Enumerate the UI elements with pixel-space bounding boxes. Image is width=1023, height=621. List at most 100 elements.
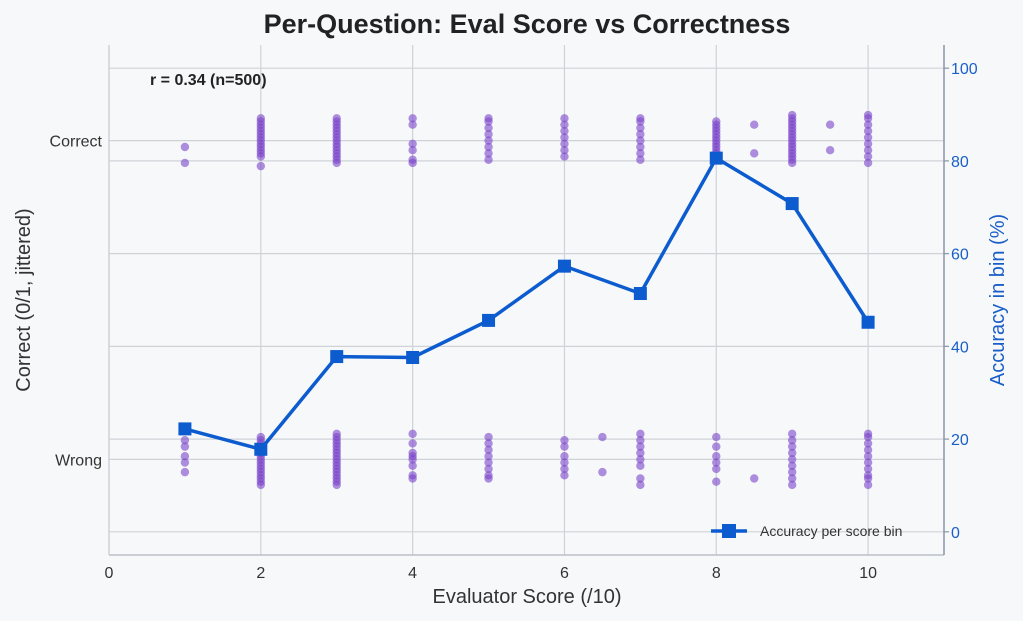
chart-title: Per-Question: Eval Score vs Correctness [264,9,791,39]
scatter-point [712,477,721,486]
scatter-point [636,461,645,470]
y2-tick-label: 0 [951,525,960,542]
accuracy-marker [785,197,799,211]
scatter-point [863,152,873,161]
scatter-point [636,149,645,158]
scatter-point [863,120,873,129]
scatter-point [863,126,873,136]
scatter-point [484,149,493,158]
scatter-point [180,436,190,445]
accuracy-marker [406,350,420,364]
scatter-point [180,458,190,467]
scatter-point [180,142,190,152]
scatter-point [787,448,797,458]
scatter-point [408,158,417,168]
y2-tick-label: 40 [951,339,969,356]
scatter-point [560,442,569,451]
scatter-point [712,464,721,474]
legend: Accuracy per score bin [711,523,902,539]
accuracy-marker [254,442,268,456]
scatter-point [484,136,493,145]
scatter-point [484,464,493,474]
scatter-point [560,471,569,480]
scatter-point [560,451,569,461]
x-tick-label: 0 [105,565,114,582]
accuracy-line-layer [178,151,875,456]
x-axis-label: Evaluator Score (/10) [433,586,622,608]
scatter-point [408,114,417,123]
scatter-point [636,117,645,126]
accuracy-marker [633,287,647,301]
scatter-point [863,458,873,467]
scatter-point [787,480,797,490]
scatter-point [180,451,190,461]
scatter-point [712,451,721,461]
scatter-point [787,436,797,445]
scatter-point [863,139,873,149]
scatter-point [863,439,873,448]
scatter-point [484,130,493,139]
scatter-point [484,474,493,483]
scatter-point [256,480,266,490]
scatter-point [863,133,873,142]
y2-tick-label: 80 [951,154,969,171]
scatter-point [560,458,569,467]
axes-layer [108,45,949,556]
scatter-point [636,123,645,133]
scatter-point [825,145,835,155]
scatter-point [332,480,341,490]
scatter-point [560,145,569,155]
scatter-point [863,451,873,461]
scatter-point [636,155,645,164]
accuracy-line [184,156,870,452]
scatter-point [560,120,569,129]
scatter-point [408,474,417,483]
y2-tick-label: 20 [951,432,969,449]
scatter-point [636,429,645,439]
scatter-point [787,455,797,464]
scatter-point [712,442,721,451]
scatter-point [484,445,493,455]
scatter-point [787,461,797,470]
grid-layer [108,45,944,555]
scatter-point [787,158,797,168]
scatter-point [408,139,417,149]
scatter-point [712,458,721,467]
x-tick-label: 6 [560,565,569,582]
legend-square-marker [722,524,736,538]
scatter-point [636,136,645,145]
scatter-point [863,474,873,483]
scatter-point [180,467,190,477]
scatter-point [636,130,645,139]
scatter-point [750,149,759,158]
x-tick-label: 8 [712,565,721,582]
scatter-point [636,442,645,451]
scatter-point [332,158,341,168]
scatter-point [863,114,873,123]
scatter-point [636,480,645,490]
correlation-annotation: r = 0.34 (n=500) [150,72,267,89]
scatter-points [180,110,873,490]
scatter-point [484,155,493,164]
x-tick-label: 10 [859,565,877,582]
scatter-point [825,120,835,129]
scatter-point [863,145,873,155]
scatter-point [484,451,493,461]
scatter-point [484,458,493,467]
scatter-point [598,467,607,477]
scatter-point [560,126,569,136]
tick-labels: 0 2 4 6 8 10 Wrong Correct 0 20 40 60 80 100 [50,61,978,582]
scatter-point [750,120,759,129]
scatter-point [863,480,873,490]
scatter-point [863,432,873,442]
y2-tick-label: 60 [951,247,969,264]
scatter-point [408,145,417,155]
scatter-point [636,448,645,458]
scatter-point [484,117,493,126]
scatter-point [408,439,417,448]
accuracy-marker [557,259,571,273]
accuracy-marker [861,315,875,329]
scatter-point [408,429,417,439]
scatter-point [787,429,797,439]
